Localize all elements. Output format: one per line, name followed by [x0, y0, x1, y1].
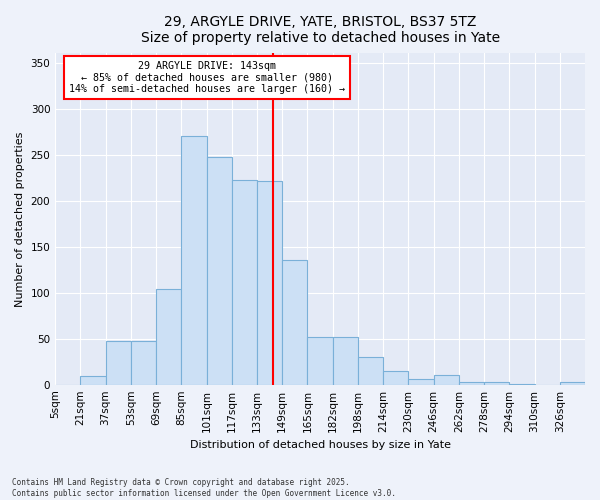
Bar: [282, 260, 307, 384]
Bar: [560, 382, 585, 384]
Text: Contains HM Land Registry data © Crown copyright and database right 2025.
Contai: Contains HM Land Registry data © Crown c…: [12, 478, 396, 498]
Bar: [257, 182, 282, 384]
Bar: [232, 180, 257, 384]
Bar: [106, 342, 131, 384]
Bar: [484, 382, 509, 384]
Bar: [459, 382, 484, 384]
Bar: [383, 371, 409, 384]
Text: 29 ARGYLE DRIVE: 143sqm
← 85% of detached houses are smaller (980)
14% of semi-d: 29 ARGYLE DRIVE: 143sqm ← 85% of detache…: [68, 60, 344, 94]
Bar: [332, 337, 358, 384]
Y-axis label: Number of detached properties: Number of detached properties: [15, 132, 25, 306]
Bar: [156, 289, 181, 384]
Bar: [80, 376, 106, 384]
Bar: [409, 379, 434, 384]
X-axis label: Distribution of detached houses by size in Yate: Distribution of detached houses by size …: [190, 440, 451, 450]
Bar: [434, 376, 459, 384]
Bar: [307, 337, 332, 384]
Bar: [181, 136, 206, 384]
Bar: [206, 158, 232, 384]
Title: 29, ARGYLE DRIVE, YATE, BRISTOL, BS37 5TZ
Size of property relative to detached : 29, ARGYLE DRIVE, YATE, BRISTOL, BS37 5T…: [140, 15, 500, 45]
Bar: [358, 357, 383, 384]
Bar: [131, 342, 156, 384]
